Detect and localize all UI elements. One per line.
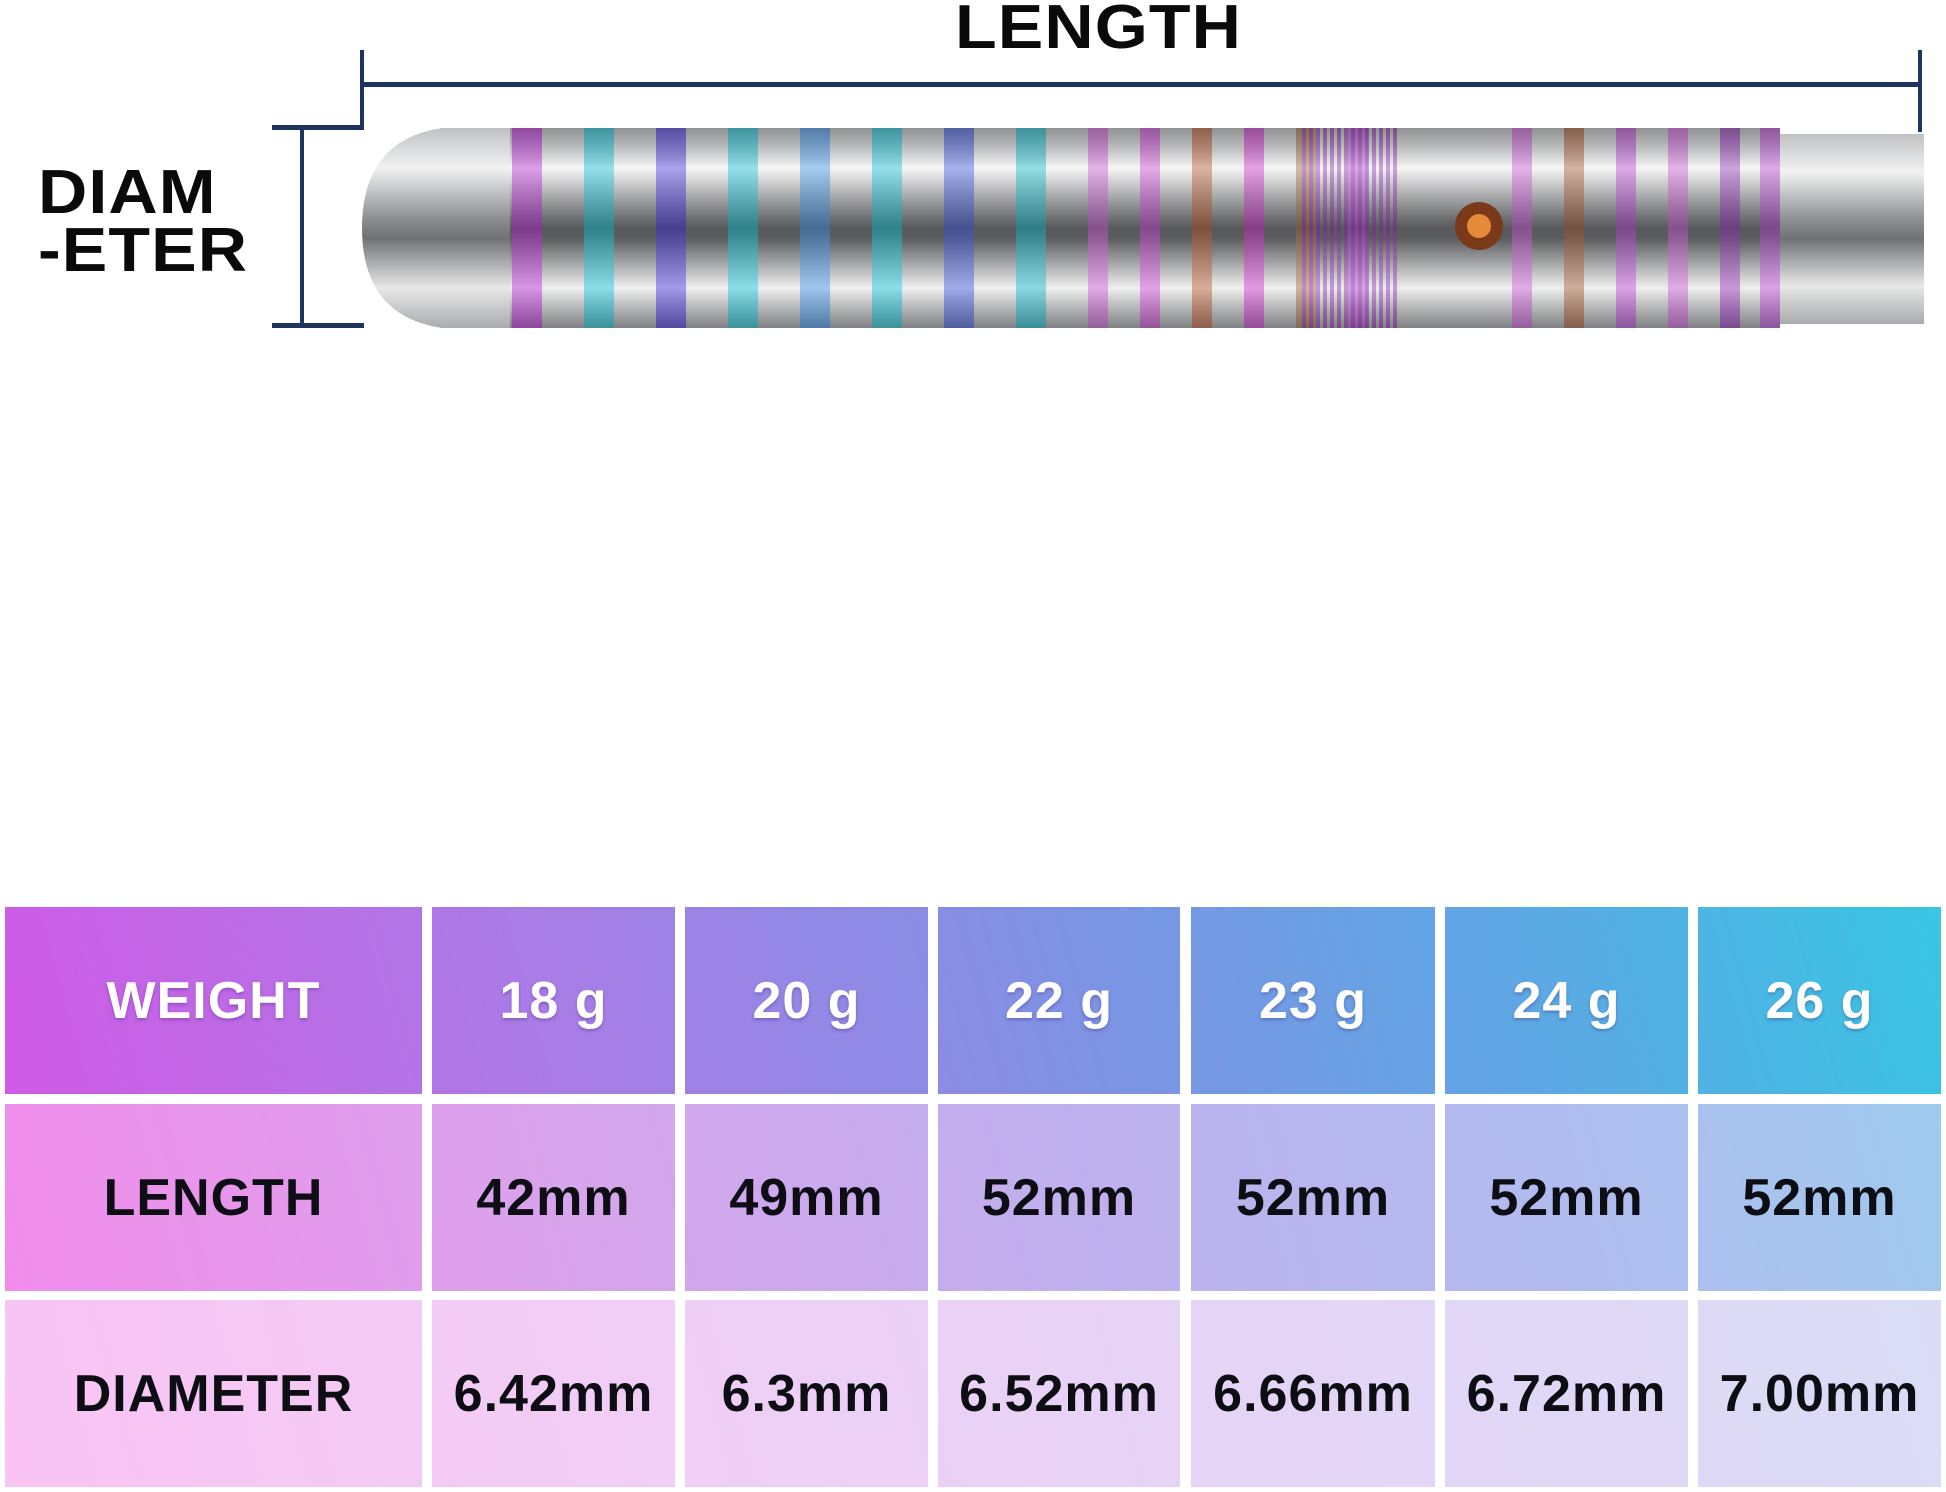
table-cell: 26 g	[1765, 971, 1874, 1030]
table-cell: 6.66mm	[1213, 1364, 1413, 1423]
dart-rear	[1778, 134, 1924, 324]
dart-barrel-image	[362, 128, 1924, 328]
table-cell: 6.42mm	[453, 1364, 654, 1423]
table-row-length: LENGTH 42mm 49mm 52mm 52mm 52mm 52mm	[0, 1104, 1946, 1291]
table-cell: 52mm	[981, 1168, 1137, 1227]
length-tick-left	[360, 50, 364, 128]
row-header: DIAMETER	[73, 1364, 354, 1423]
table-cell: 6.3mm	[721, 1364, 892, 1423]
table-cell: 52mm	[1235, 1168, 1391, 1227]
diameter-tick-top	[272, 125, 364, 130]
table-cell: 20 g	[752, 971, 861, 1030]
table-row-weight: WEIGHT 18 g 20 g 22 g 23 g 24 g 26 g	[0, 907, 1946, 1094]
table-cell: 7.00mm	[1719, 1364, 1920, 1423]
table-cell: 18 g	[499, 971, 608, 1030]
table-cell: 6.72mm	[1466, 1364, 1667, 1423]
row-header: WEIGHT	[106, 971, 321, 1030]
diameter-tick-bottom	[272, 323, 364, 328]
table-cell: 52mm	[1742, 1168, 1897, 1227]
table-cell: 22 g	[1004, 971, 1114, 1030]
table-row-diameter: DIAMETER 6.42mm 6.3mm 6.52mm 6.66mm 6.72mm 7.0…	[0, 1300, 1946, 1487]
length-tick-right	[1918, 50, 1922, 132]
table-cell: 52mm	[1489, 1168, 1644, 1227]
diameter-label-line1: DIAM	[38, 158, 217, 227]
table-cell: 49mm	[729, 1168, 884, 1227]
table-cell: 42mm	[476, 1168, 631, 1227]
dart-nose	[362, 128, 512, 328]
table-cell: 24 g	[1512, 971, 1621, 1030]
diameter-label: DIAM -ETER	[38, 158, 249, 285]
table-cell: 23 g	[1258, 971, 1368, 1030]
diameter-dimension-line	[300, 128, 304, 326]
row-header: LENGTH	[103, 1168, 324, 1227]
diameter-label-line2: -ETER	[38, 216, 249, 285]
length-label: LENGTH	[955, 0, 1242, 62]
table-cell: 6.52mm	[959, 1364, 1159, 1423]
length-dimension-line	[362, 82, 1922, 87]
